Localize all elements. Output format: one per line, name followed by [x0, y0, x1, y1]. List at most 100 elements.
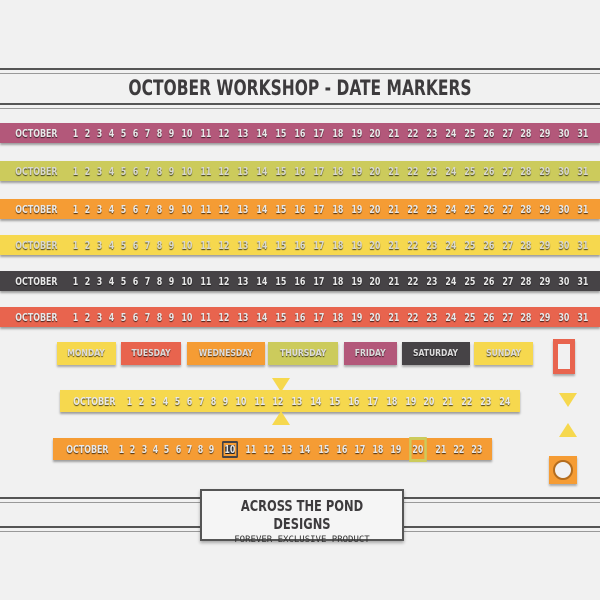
day-number: 6	[132, 202, 138, 216]
day-number: 19	[350, 164, 362, 178]
weekday-tag: MONDAY	[57, 342, 116, 365]
day-number: 12	[263, 442, 275, 456]
day-number: 30	[558, 164, 570, 178]
weekday-tag: WEDNESDAY	[187, 342, 265, 365]
date-ribbon: OCTOBER 1 2 3 4 5 6 7 8 9 10 11 12 13 14 15 16 17 18 19 20 21…	[0, 199, 600, 219]
day-number: 23	[426, 126, 438, 140]
day-number: 11	[245, 442, 257, 456]
day-number: 2	[130, 442, 136, 456]
day-number: 19	[404, 394, 416, 408]
day-number: 15	[275, 164, 287, 178]
day-number: 3	[96, 238, 103, 252]
boxed-day: 20	[409, 436, 428, 462]
day-number: 25	[464, 310, 476, 324]
day-number: 25	[464, 238, 476, 252]
day-number: 31	[577, 202, 589, 216]
divider-title-bottom	[0, 103, 600, 109]
day-number: 28	[520, 126, 532, 140]
day-number: 20	[369, 238, 381, 252]
day-number: 14	[299, 442, 311, 456]
day-number: 21	[388, 202, 400, 216]
weekday-tag: THURSDAY	[268, 342, 338, 365]
day-number: 2	[138, 394, 145, 408]
day-number: 9	[209, 442, 215, 456]
day-number: 8	[210, 394, 216, 408]
day-number: 2	[84, 202, 91, 216]
day-number: 30	[558, 126, 570, 140]
day-number: 28	[520, 238, 532, 252]
day-number: 3	[96, 310, 103, 324]
day-number: 6	[132, 274, 138, 288]
weekday-label: WEDNESDAY	[198, 348, 254, 359]
weekday-tag: SATURDAY	[402, 342, 470, 365]
day-number: 8	[197, 442, 204, 456]
day-number: 26	[483, 238, 495, 252]
weekday-tag: TUESDAY	[121, 342, 181, 365]
day-number: 19	[350, 202, 362, 216]
day-number: 21	[434, 442, 446, 456]
day-number: 18	[332, 274, 344, 288]
day-number: 4	[152, 442, 159, 456]
day-number: 27	[501, 126, 513, 140]
day-number: 24	[445, 164, 457, 178]
day-number: 14	[256, 164, 268, 178]
day-number: 4	[108, 238, 115, 252]
day-number: 23	[426, 310, 438, 324]
day-number: 5	[120, 274, 126, 288]
day-number: 8	[156, 126, 162, 140]
day-number: 26	[483, 202, 495, 216]
day-number: 24	[445, 310, 457, 324]
day-number: 7	[186, 442, 193, 456]
day-number: 22	[461, 394, 473, 408]
day-number: 8	[156, 274, 162, 288]
day-number: 19	[390, 442, 402, 456]
day-number: 16	[294, 126, 306, 140]
day-number: 5	[120, 202, 126, 216]
day-number: 4	[108, 202, 115, 216]
triangle-down-icon	[559, 393, 577, 407]
day-number: 17	[313, 238, 325, 252]
day-number: 16	[336, 442, 348, 456]
day-number: 24	[499, 394, 511, 408]
day-number: 20	[369, 310, 381, 324]
day-number: 12	[272, 394, 284, 408]
day-number: 23	[426, 202, 438, 216]
day-number: 21	[388, 238, 400, 252]
day-number: 1	[72, 126, 79, 140]
day-number: 14	[256, 126, 268, 140]
day-number: 27	[501, 164, 513, 178]
day-number: 24	[445, 202, 457, 216]
day-number: 22	[407, 238, 419, 252]
day-number: 31	[577, 164, 589, 178]
weekday-label: SUNDAY	[485, 348, 522, 359]
day-number: 21	[388, 126, 400, 140]
month-label: OCTOBER	[15, 202, 58, 216]
day-number: 21	[388, 164, 400, 178]
day-number: 14	[310, 394, 322, 408]
day-number: 26	[483, 164, 495, 178]
day-number: 1	[72, 238, 79, 252]
day-number: 5	[120, 126, 126, 140]
day-number: 6	[132, 164, 138, 178]
day-number: 8	[156, 310, 162, 324]
day-number: 3	[96, 202, 103, 216]
day-number: 21	[442, 394, 454, 408]
weekday-label: FRIDAY	[355, 348, 386, 359]
day-number: 2	[84, 164, 91, 178]
day-number: 1	[118, 442, 125, 456]
day-number: 29	[539, 202, 551, 216]
day-number: 9	[222, 394, 228, 408]
day-number: 9	[168, 164, 174, 178]
day-number: 19	[350, 238, 362, 252]
day-number: 9	[168, 274, 174, 288]
day-number: 4	[108, 310, 115, 324]
day-number: 21	[388, 274, 400, 288]
day-number: 9	[168, 202, 174, 216]
day-number: 15	[275, 238, 287, 252]
day-number: 12	[218, 274, 230, 288]
day-number: 16	[294, 202, 306, 216]
brand-tagline: FOREVER EXCLUSIVE PRODUCT	[234, 535, 370, 545]
day-number: 8	[156, 238, 162, 252]
day-number: 23	[480, 394, 492, 408]
day-number: 27	[501, 238, 513, 252]
